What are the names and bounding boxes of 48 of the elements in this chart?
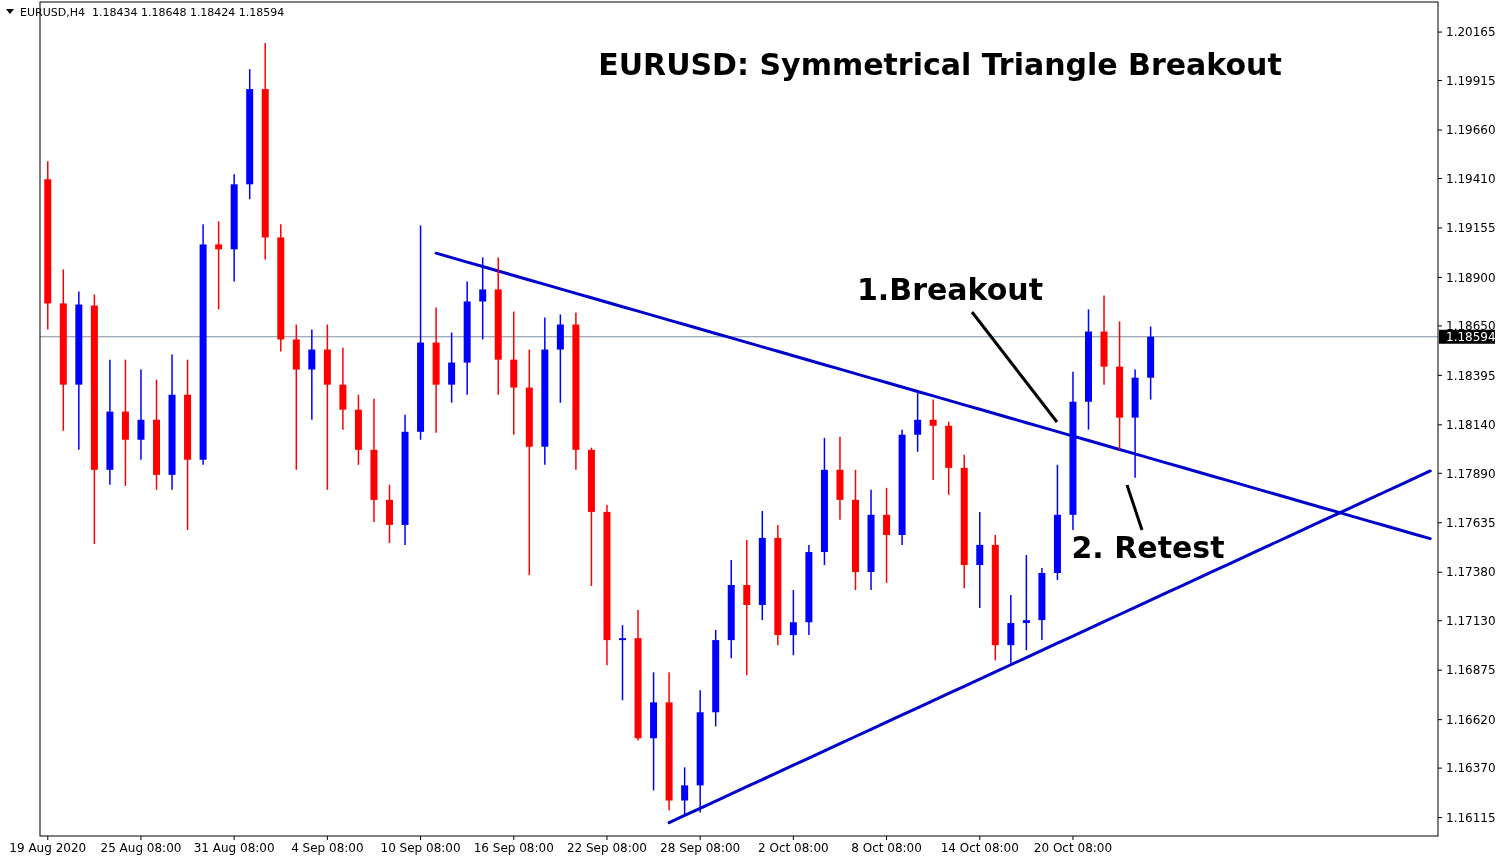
candlestick: [1022, 554, 1030, 651]
y-tick-label: 1.17890: [1446, 466, 1496, 481]
x-tick-label: 14 Oct 08:00: [940, 841, 1019, 855]
y-tick-label: 1.16620: [1446, 712, 1496, 727]
x-tick-label: 16 Sep 08:00: [473, 841, 554, 855]
y-tick-label: 1.19155: [1446, 221, 1496, 236]
x-tick-label: 10 Sep 08:00: [380, 841, 461, 855]
x-tick-label: 19 Aug 2020: [9, 841, 87, 855]
y-tick-label: 1.19410: [1446, 171, 1496, 186]
y-tick-label: 1.18900: [1446, 270, 1496, 285]
x-tick-label: 25 Aug 08:00: [100, 841, 182, 855]
x-tick-label: 22 Sep 08:00: [566, 841, 648, 855]
annotation: 1.Breakout: [857, 272, 1043, 307]
candlestick: [914, 391, 922, 453]
x-tick-label: 20 Oct 08:00: [1033, 841, 1113, 855]
y-tick-label: 1.20165: [1446, 25, 1496, 40]
candlestick: [789, 589, 797, 656]
candlestick: [479, 256, 487, 341]
y-tick-label: 1.16875: [1446, 663, 1496, 678]
y-tick-label: 1.16370: [1446, 761, 1496, 776]
candlestick: [929, 398, 937, 481]
text: EURUSD: Symmetrical Triangle Breakout: [598, 47, 1282, 82]
candlestick: [681, 766, 689, 818]
candlestick: [883, 487, 891, 584]
y-tick-label: 1.17380: [1446, 565, 1496, 580]
y-tick-label: 1.18395: [1446, 368, 1496, 383]
candlestick: [743, 539, 751, 676]
candlestick: [1007, 594, 1015, 666]
x-tick-label: 28 Sep 08:00: [660, 841, 741, 855]
y-tick-label: 1.16115: [1446, 810, 1496, 825]
candlestick: [619, 624, 626, 701]
y-tick-label: 1.19660: [1446, 123, 1496, 138]
y-tick-label: 1.19915: [1446, 73, 1496, 88]
y-tick-label: 1.17635: [1446, 515, 1496, 530]
candlestick: [448, 331, 456, 404]
chart-subtitle: EURUSD,H4 1.18434 1.18648 1.18424 1.18594: [20, 6, 285, 19]
y-tick-label: 1.18140: [1446, 418, 1496, 433]
ref-line-label: 1.18594: [1446, 329, 1496, 344]
candlestick: [308, 328, 316, 421]
candlestick: [137, 368, 145, 461]
x-tick-label: 8 Oct 08:00: [851, 841, 922, 855]
candlestick: [976, 511, 984, 609]
candlestick: [215, 220, 223, 311]
x-tick-label: 2 Oct 08:00: [758, 841, 829, 855]
x-tick-label: 31 Aug 08:00: [193, 841, 275, 855]
annotation: 2. Retest: [1071, 530, 1225, 565]
x-tick-label: 4 Sep 08:00: [291, 841, 364, 855]
y-tick-label: 1.17130: [1446, 613, 1496, 628]
